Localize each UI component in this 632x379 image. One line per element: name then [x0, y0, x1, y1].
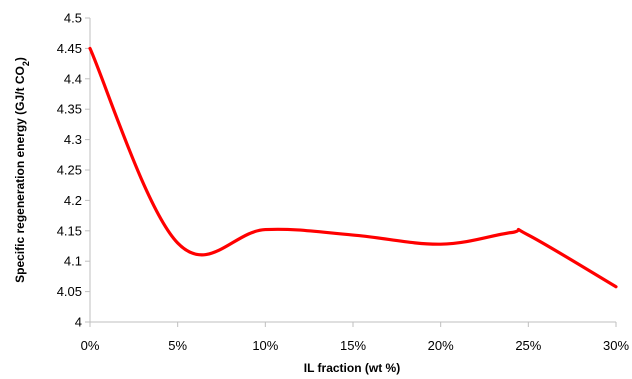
y-tick-label: 4.1 [64, 254, 82, 269]
x-tick-label: 15% [340, 338, 366, 353]
y-tick-label: 4.5 [64, 11, 82, 26]
y-tick-label: 4.45 [57, 41, 82, 56]
x-tick-label: 5% [168, 338, 187, 353]
y-axis-ticks: 4 4.05 4.1 4.15 4.2 4.25 4.3 4.35 4.4 4.45 4.5 [57, 11, 90, 330]
y-tick-label: 4.05 [57, 284, 82, 299]
series-line [88, 46, 618, 289]
y-tick-label: 4 [75, 315, 82, 330]
y-tick-label: 4.35 [57, 102, 82, 117]
y-tick-label: 4.3 [64, 132, 82, 147]
x-tick-label: 0% [81, 338, 100, 353]
y-tick-label: 4.15 [57, 223, 82, 238]
x-tick-label: 20% [428, 338, 454, 353]
y-tick-label: 4.4 [64, 71, 82, 86]
x-axis-title: IL fraction (wt %) [304, 361, 400, 375]
series-layer [88, 46, 618, 289]
x-tick-label: 25% [515, 338, 541, 353]
y-tick-label: 4.25 [57, 163, 82, 178]
x-tick-label: 10% [252, 338, 278, 353]
x-axis-ticks: 0% 5% 10% 15% 20% 25% 30% [81, 322, 629, 353]
y-tick-label: 4.2 [64, 193, 82, 208]
y-axis-title: Specific regeneration energy (GJ/t CO2) [13, 57, 31, 283]
x-tick-label: 30% [603, 338, 629, 353]
